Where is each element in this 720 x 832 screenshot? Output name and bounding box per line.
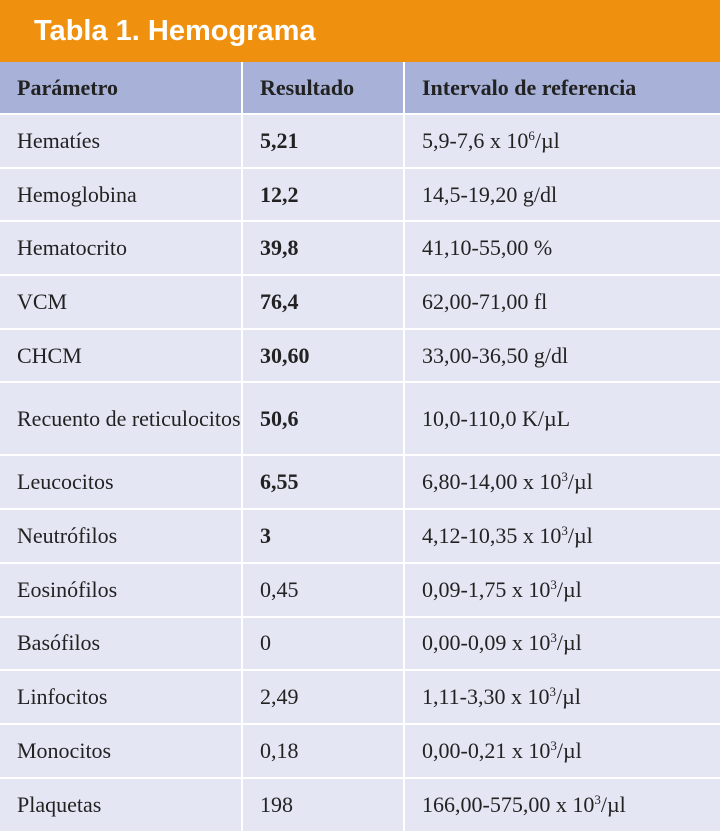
parameter-cell: Hematíes [0,113,243,168]
parameter-cell: Monocitos [0,722,243,778]
reference-unit: /µl [534,127,560,153]
result-cell: 2,49 [242,669,405,724]
reference-cell: 6,80-14,00 x 103/µl [404,454,720,510]
table-body: Hematíes 5,21 5,9-7,6 x 106/µl Hemoglobina 1… [0,113,720,832]
reference-range: 4,12-10,35 x 10 [422,522,562,548]
table-row: Recuento de reticulocitos 50,6 10,0-110,0 … [0,381,720,456]
result-cell: 30,60 [242,327,405,383]
hemogram-table: Parámetro Resultado Intervalo de referen… [0,62,720,832]
reference-unit: /µl [556,737,582,763]
header-reference: Intervalo de referencia [404,62,720,114]
reference-exponent: 3 [549,684,557,700]
reference-range: 62,00-71,00 fl [422,288,548,314]
reference-exponent: 3 [561,469,568,485]
reference-cell: 0,09-1,75 x 103/µl [404,561,720,617]
reference-exponent: 3 [561,522,568,538]
header-parameter: Parámetro [0,62,243,114]
result-cell: 0,18 [242,722,405,778]
reference-unit: /µl [556,576,582,602]
reference-range: 33,00-36,50 g/dl [422,342,569,368]
parameter-cell: Linfocitos [0,669,243,724]
table-row: Monocitos 0,18 0,00-0,21 x 103/µl [0,722,720,778]
parameter-cell: Basófilos [0,615,243,671]
reference-range: 0,00-0,09 x 10 [422,630,551,656]
parameter-cell: Hematocrito [0,220,243,276]
result-cell: 5,21 [242,113,405,168]
table-row: Linfocitos 2,49 1,11-3,30 x 103/µl [0,669,720,724]
reference-range: 1,11-3,30 x 10 [422,684,550,710]
reference-cell: 0,00-0,09 x 103/µl [404,615,720,671]
result-cell: 12,2 [242,166,405,222]
reference-range: 0,09-1,75 x 10 [422,576,551,602]
result-cell: 0 [242,615,405,671]
result-cell: 50,6 [242,381,405,456]
reference-range: 5,9-7,6 x 10 [422,127,529,153]
reference-cell: 14,5-19,20 g/dl [404,166,720,222]
reference-range: 166,00-575,00 x 10 [422,791,595,817]
parameter-cell: Plaquetas [0,776,243,832]
reference-exponent: 3 [594,791,601,807]
result-cell: 76,4 [242,274,405,329]
reference-cell: 33,00-36,50 g/dl [404,327,720,383]
table-row: Hematíes 5,21 5,9-7,6 x 106/µl [0,113,720,168]
table-row: Plaquetas 198 166,00-575,00 x 103/µl [0,776,720,832]
reference-cell: 166,00-575,00 x 103/µl [404,776,720,832]
reference-range: 41,10-55,00 % [422,235,553,261]
result-cell: 39,8 [242,220,405,276]
header-row: Parámetro Resultado Intervalo de referen… [0,62,720,114]
result-cell: 0,45 [242,561,405,617]
reference-cell: 0,00-0,21 x 103/µl [404,722,720,778]
reference-cell: 41,10-55,00 % [404,220,720,276]
table-row: Hematocrito 39,8 41,10-55,00 % [0,220,720,276]
table-title: Tabla 1. Hemograma [0,0,720,62]
reference-cell: 62,00-71,00 fl [404,274,720,329]
reference-unit: /µl [567,469,593,495]
reference-range: 10,0-110,0 K/µL [422,405,571,431]
table-row: Eosinófilos 0,45 0,09-1,75 x 103/µl [0,561,720,617]
reference-unit: /µl [556,684,581,710]
result-cell: 6,55 [242,454,405,510]
reference-exponent: 3 [550,737,557,753]
reference-unit: /µl [567,522,593,548]
table-row: Leucocitos 6,55 6,80-14,00 x 103/µl [0,454,720,510]
parameter-cell: Recuento de reticulocitos [0,381,243,456]
parameter-cell: Leucocitos [0,454,243,510]
reference-range: 6,80-14,00 x 10 [422,469,562,495]
table-row: VCM 76,4 62,00-71,00 fl [0,274,720,329]
reference-range: 0,00-0,21 x 10 [422,737,551,763]
reference-cell: 1,11-3,30 x 103/µl [404,669,720,724]
reference-unit: /µl [600,791,626,817]
parameter-cell: Neutrófilos [0,508,243,563]
reference-exponent: 3 [550,630,557,646]
table-row: CHCM 30,60 33,00-36,50 g/dl [0,327,720,383]
reference-range: 14,5-19,20 g/dl [422,181,558,207]
table-row: Neutrófilos 3 4,12-10,35 x 103/µl [0,508,720,563]
parameter-cell: Hemoglobina [0,166,243,222]
reference-unit: /µl [556,630,582,656]
table-row: Basófilos 0 0,00-0,09 x 103/µl [0,615,720,671]
parameter-cell: Eosinófilos [0,561,243,617]
reference-cell: 10,0-110,0 K/µL [404,381,720,456]
reference-exponent: 3 [550,576,557,592]
header-result: Resultado [242,62,405,114]
result-cell: 3 [242,508,405,563]
reference-cell: 5,9-7,6 x 106/µl [404,113,720,168]
reference-exponent: 6 [528,127,535,143]
table-row: Hemoglobina 12,2 14,5-19,20 g/dl [0,166,720,222]
parameter-cell: VCM [0,274,243,329]
parameter-cell: CHCM [0,327,243,383]
reference-cell: 4,12-10,35 x 103/µl [404,508,720,563]
result-cell: 198 [242,776,405,832]
